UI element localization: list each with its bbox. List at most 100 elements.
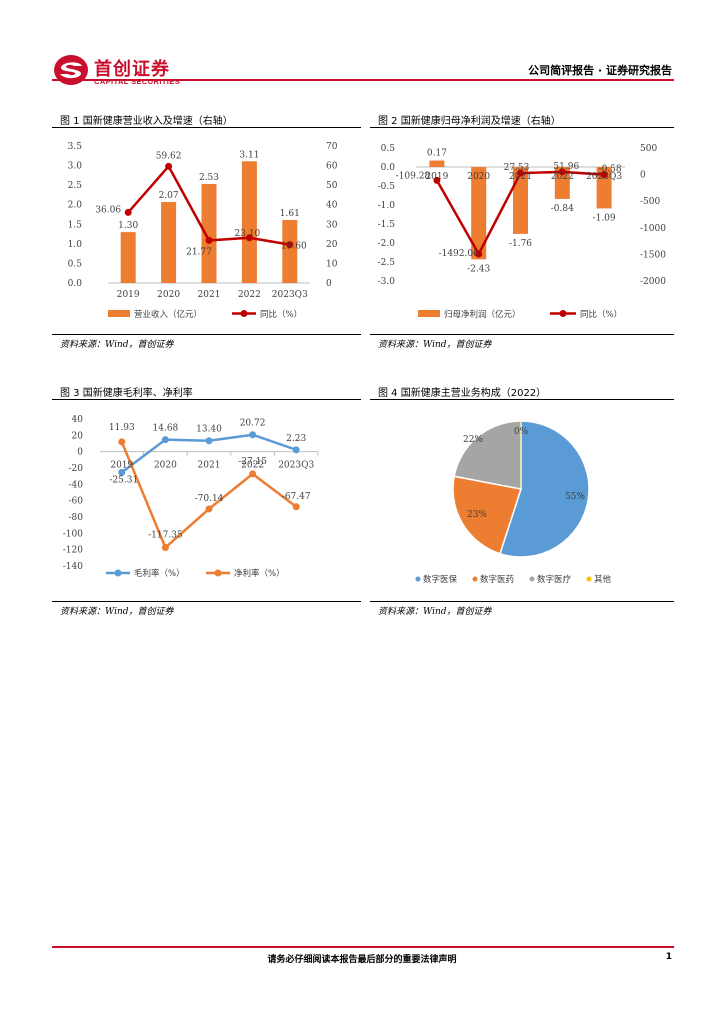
y2-tick-label: -1500 (640, 250, 666, 260)
line-point (475, 250, 483, 258)
logo-mark-icon (54, 55, 88, 85)
legend-swatch (415, 576, 421, 582)
y2-tick-label: -2000 (640, 277, 666, 287)
figure-2-title: 图 2 国新健康归母净利润及增速（右轴） (378, 116, 561, 127)
line-data-label: -67.47 (282, 492, 311, 502)
y2-tick-label: 50 (326, 181, 338, 191)
bar-data-label: -1.09 (593, 213, 616, 223)
figure-4-bottom-rule (370, 601, 674, 602)
y-tick-label: 1.0 (68, 240, 83, 250)
line-data-label: -109.28 (396, 171, 431, 181)
legend-label: 数字医药 (480, 574, 514, 585)
line-data-label: -70.14 (195, 494, 224, 504)
bar (429, 160, 445, 167)
y-tick-label: -2.0 (378, 239, 396, 249)
figure-3-top-rule (52, 399, 361, 400)
y2-tick-label: 70 (326, 142, 338, 152)
line-point (124, 208, 132, 216)
y-tick-label: 0 (77, 448, 83, 458)
x-tick-label: 2021 (198, 290, 221, 300)
figure-1-chart: 0.0 0.5 1.0 1.5 2.0 2.5 3.0 3.5 0 10 20 30 40 50 60 70 2… (68, 142, 338, 320)
bar (596, 167, 612, 209)
figure-4-chart: 55% 23% 22% 0% 数字医保 数字医药 数字医疗 其他 (415, 420, 612, 585)
pie-data-label: 0% (514, 427, 529, 437)
legend-swatch (529, 576, 535, 582)
line-point (161, 544, 169, 552)
y2-tick-label: 0 (326, 279, 332, 289)
line-point (205, 437, 213, 445)
logo-chinese-name: 首创证券 (94, 59, 170, 80)
legend-label: 数字医疗 (537, 574, 572, 585)
legend-label: 其他 (594, 574, 612, 585)
y-tick-label: 3.5 (68, 142, 83, 152)
y-tick-label: -1.5 (378, 220, 396, 230)
y-tick-label: 20 (72, 431, 84, 441)
pie-slice (452, 475, 522, 555)
y-tick-label: -20 (69, 464, 84, 474)
line-data-label: 19.60 (281, 242, 307, 252)
line-data-label: 51.96 (553, 162, 579, 172)
bar (161, 201, 177, 283)
legend-swatch-marker (114, 569, 122, 577)
y-tick-label: -140 (63, 562, 83, 572)
bar (120, 232, 136, 283)
line-point (292, 446, 300, 454)
figure-3-title: 图 3 国新健康毛利率、净利率 (60, 388, 193, 399)
line-data-label: 14.68 (153, 424, 179, 434)
pie-data-label: 23% (467, 510, 487, 520)
y2-tick-label: 10 (326, 259, 338, 269)
page-number: 1 (665, 952, 672, 962)
bar-data-label: 1.30 (118, 221, 138, 231)
figure-1-top-rule (52, 127, 361, 128)
x-tick-label: 2021 (198, 461, 221, 471)
bar (513, 167, 528, 234)
y-tick-label: -0.5 (378, 182, 396, 192)
y-tick-label: 0.0 (68, 279, 83, 289)
y2-tick-label: 20 (326, 240, 338, 250)
legend-swatch-marker (214, 569, 222, 577)
pie-data-label: 55% (565, 492, 585, 502)
line-data-label: 2.23 (286, 434, 306, 444)
bar-data-label: 0.17 (427, 149, 447, 159)
line-point (558, 168, 566, 176)
x-tick-label: 2022 (551, 172, 574, 182)
y2-tick-label: 40 (326, 201, 338, 211)
line-data-label: 23.10 (235, 229, 261, 239)
pie-data-label: 22% (463, 435, 483, 445)
y-tick-label: -40 (69, 480, 84, 490)
line-point (245, 234, 253, 242)
y2-tick-label: 30 (326, 220, 338, 230)
y-tick-label: 1.5 (68, 220, 83, 230)
line-data-label: -27.15 (238, 457, 267, 467)
y-tick-label: 0.5 (68, 259, 83, 269)
line-data-label: -1492.06 (439, 249, 480, 259)
line-point (249, 470, 257, 478)
figure-3-chart: -140 -120 -100 -80 -60 -40 -20 0 20 40 2019 2020 202… (63, 415, 319, 579)
line-data-label: 59.62 (156, 151, 182, 161)
y2-tick-label: -500 (640, 197, 660, 207)
line-point (292, 503, 300, 511)
y-tick-label: 0.0 (381, 163, 396, 173)
legend-swatch (472, 576, 478, 582)
y-tick-label: -2.5 (378, 258, 396, 268)
line-data-label: -25.31 (109, 475, 138, 485)
figure-4-top-rule (370, 399, 674, 400)
y-tick-label: -60 (69, 497, 84, 507)
line-data-label: 27.53 (504, 163, 530, 173)
pie-slice (499, 420, 590, 558)
line-data-label: -117.35 (148, 531, 183, 541)
bar-data-label: 3.11 (239, 150, 259, 160)
line-point (118, 468, 126, 476)
x-tick-label: 2019 (117, 290, 140, 300)
legend-swatch (586, 576, 592, 582)
line-data-label: 21.77 (186, 247, 212, 257)
report-type: 公司简评报告 · 证券研究报告 (528, 64, 672, 77)
y2-tick-label: 0 (640, 171, 646, 181)
legend-label: 归母净利润（亿元） (444, 309, 521, 320)
y2-tick-label: -1000 (640, 224, 666, 234)
x-tick-label: 2023Q3 (586, 172, 622, 182)
figure-4-title: 图 4 国新健康主营业务构成（2022） (378, 388, 547, 399)
line-data-label: 13.40 (196, 425, 222, 435)
legend-swatch-bar (108, 310, 130, 317)
figure-1-title: 图 1 国新健康营业收入及增速（右轴） (60, 116, 233, 127)
